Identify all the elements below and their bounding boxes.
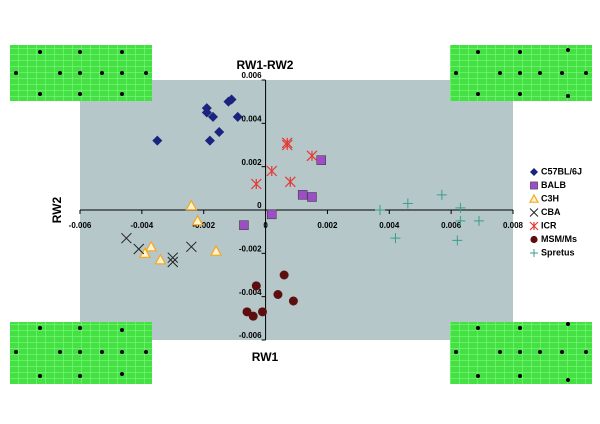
point (210, 244, 223, 256)
x-tick-label: 0.006 (441, 221, 462, 230)
y-tick-label: 0.002 (242, 158, 263, 167)
y-tick-label: 0.004 (242, 114, 263, 123)
y-tick-label: -0.002 (239, 244, 262, 253)
x-axis-label: RW1 (252, 350, 279, 364)
point (307, 192, 317, 202)
y-tick-label: -0.004 (239, 288, 262, 297)
warp-grids (10, 45, 592, 384)
point (288, 296, 298, 306)
point (204, 135, 215, 146)
point (226, 94, 237, 105)
y-tick-label: 0.006 (242, 71, 263, 80)
point (185, 241, 197, 253)
legend-marker (530, 181, 538, 190)
point (257, 307, 267, 317)
point (167, 256, 179, 268)
point (250, 178, 262, 190)
point (154, 253, 167, 265)
point (232, 111, 243, 122)
point (239, 220, 249, 230)
point (455, 202, 466, 213)
legend-marker (530, 168, 538, 176)
point (281, 139, 293, 151)
legend-label: ICR (541, 220, 557, 230)
x-tick-label: -0.006 (69, 221, 92, 230)
point (152, 135, 163, 146)
point (297, 190, 308, 200)
point (121, 232, 132, 244)
point (185, 199, 198, 211)
legend-label: C57BL/6J (541, 166, 582, 176)
point (375, 205, 386, 215)
x-tick-label: 0.002 (317, 221, 338, 230)
point (267, 209, 277, 220)
legend-marker (529, 221, 539, 231)
point (207, 111, 218, 122)
point (284, 176, 296, 188)
legend-marker (529, 208, 539, 217)
legend-marker (530, 249, 538, 257)
legend-label: Spretus (541, 247, 575, 257)
point (191, 214, 204, 226)
point (473, 215, 484, 226)
point (452, 235, 463, 246)
x-tick-label: 0.008 (503, 221, 524, 230)
point (201, 107, 212, 118)
legend-label: CBA (541, 207, 561, 217)
point (273, 290, 283, 299)
x-tick-label: 0 (263, 221, 268, 230)
y-axis-label: RW2 (50, 196, 64, 223)
legend-label: MSM/Ms (541, 234, 577, 244)
point (251, 281, 261, 291)
legend-marker (528, 193, 540, 203)
point (133, 243, 145, 255)
legend-marker (530, 235, 538, 244)
point (436, 189, 447, 200)
point (248, 311, 258, 321)
point (306, 150, 318, 162)
point (390, 233, 401, 244)
point (167, 252, 179, 264)
point (402, 198, 413, 209)
x-tick-label: -0.004 (131, 221, 154, 230)
y-tick-label: -0.006 (239, 331, 262, 340)
point (279, 270, 289, 280)
legend-label: C3H (541, 193, 559, 203)
point (266, 165, 278, 177)
legend-label: BALB (541, 180, 566, 190)
x-tick-label: -0.002 (192, 221, 215, 230)
point (316, 155, 326, 165)
chart-title: RW1-RW2 (237, 58, 294, 72)
x-tick-label: 0.004 (379, 221, 400, 230)
point (145, 240, 158, 252)
point (214, 127, 225, 137)
point (455, 215, 466, 226)
y-tick-label: 0 (257, 201, 262, 210)
